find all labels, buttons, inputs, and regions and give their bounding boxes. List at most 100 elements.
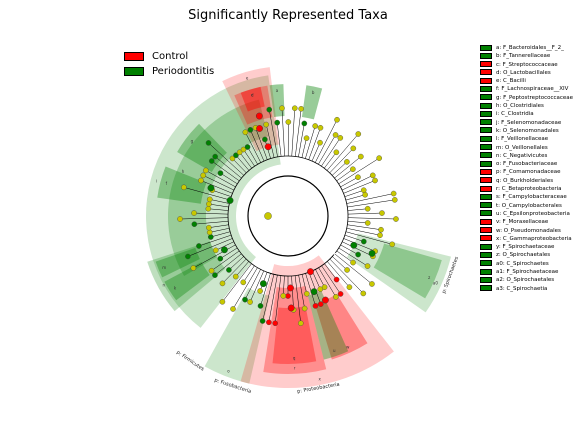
branch (338, 247, 368, 267)
leaf-node (205, 205, 212, 212)
taxa-legend-row: l: F_Veillonellaceae (480, 135, 573, 143)
clade-shade-r (263, 285, 327, 374)
clade-shade-i (146, 75, 281, 328)
leaf-node (332, 132, 339, 138)
leaf-node (333, 294, 339, 300)
taxa-legend-label: a2: O_Spirochaetales (496, 277, 555, 284)
leaf-node (247, 127, 254, 133)
branch (214, 253, 242, 276)
taxa-legend-label: v: F_Moraxellaceae (496, 219, 549, 226)
clade-shade-g (177, 123, 227, 172)
taxa-legend-row: p: F_Comamonadaceae (480, 168, 573, 176)
clade-shade-u (307, 290, 349, 360)
branch (180, 217, 229, 220)
leaf-node (344, 159, 350, 165)
leaf-node (364, 220, 371, 226)
leaf-node (181, 184, 187, 191)
branch (210, 231, 231, 238)
leaf-node (229, 155, 236, 162)
taxa-legend-swatch (480, 77, 492, 84)
taxa-legend-swatch (480, 185, 492, 192)
branch (243, 265, 255, 283)
taxa-legend-label: d: O_Lactobacillales (496, 69, 551, 76)
taxa-legend-swatch (480, 260, 492, 267)
control-swatch (124, 51, 144, 61)
branch (208, 203, 229, 208)
branch (346, 193, 394, 204)
taxa-legend-row: i: C_Clostridia (480, 110, 573, 118)
branch (244, 269, 261, 300)
leaf-node (393, 216, 399, 222)
clade-letter-a0: a0 (433, 281, 438, 286)
leaf-node (206, 224, 212, 231)
leaf-node (212, 272, 218, 278)
branch (245, 132, 261, 163)
taxa-legend-swatch (480, 119, 492, 126)
taxon-node-z (368, 250, 376, 257)
taxon-node-h (207, 184, 215, 192)
branch (334, 156, 362, 179)
taxa-legend-swatch (480, 102, 492, 109)
branch (265, 124, 275, 158)
branch (209, 228, 230, 233)
taxon-node-c (255, 112, 263, 120)
phylum-label-0: p: Firmicutes (175, 350, 205, 373)
branch (211, 250, 240, 271)
taxa-legend-row: y: F_Spirochaetaceae (480, 243, 573, 251)
taxa-legend-label: k: O_Selenomonadales (496, 127, 559, 134)
branch (311, 270, 321, 290)
branch (268, 109, 278, 157)
legend-control-label: Control (152, 51, 189, 62)
taxa-legend-label: a0: C_Spirochaetes (496, 260, 549, 267)
leaf-node (233, 152, 239, 159)
branch (347, 208, 368, 211)
taxa-legend-row: a1: F_Spirochaetaceae (480, 268, 573, 276)
taxa-legend-label: c: F_Streptococcaceae (496, 61, 558, 68)
leaf-node (207, 234, 214, 240)
taxa-legend-row: o: F_Fusobacteriaceae (480, 160, 573, 168)
branch (347, 212, 382, 215)
taxa-legend-swatch (480, 235, 492, 242)
leaf-node (360, 290, 367, 297)
branch (295, 108, 302, 157)
clade-letter-n: n (163, 282, 166, 287)
branch (334, 253, 373, 285)
taxa-legend-row: a3: C_Spirochaetia (480, 285, 573, 293)
branch (222, 263, 252, 302)
branch (301, 274, 308, 294)
branch (205, 170, 236, 188)
taxa-legend-label: s: F_Campylobacteraceae (496, 194, 567, 201)
phylum-arc-0 (227, 155, 286, 276)
branch (194, 212, 229, 215)
root-ring (247, 175, 329, 257)
clade-shade-n (147, 241, 226, 312)
leaf-node (346, 284, 353, 290)
taxon-node-u (310, 288, 318, 296)
branch (347, 199, 395, 208)
leaf-node (198, 177, 204, 184)
taxa-legend-row: e: C_Bacilli (480, 77, 573, 85)
leaf-node (280, 293, 287, 299)
branch (228, 256, 244, 271)
branch (212, 189, 232, 197)
taxa-legend-label: u: C_Epsilonproteobacteria (496, 210, 570, 217)
clade-shade-b (301, 85, 323, 120)
branch (346, 228, 381, 236)
clade-shade-f (157, 166, 207, 204)
clade-letter-g: g (191, 138, 194, 143)
taxa-legend-swatch (480, 168, 492, 175)
branch (318, 134, 336, 165)
leaf-node (317, 139, 323, 146)
taxon-node-r (287, 284, 294, 292)
branch (305, 125, 316, 159)
leaf-node (391, 197, 398, 203)
taxon-node-x (307, 268, 314, 276)
leaf-node (206, 201, 212, 207)
branch (232, 158, 247, 174)
taxa-legend-row: x: C_Gammaproteobacteria (480, 235, 573, 243)
clade-shade-w (314, 294, 368, 360)
clade-letter-d: d (251, 93, 254, 98)
leaf-node (206, 229, 213, 236)
clade-letter-h: h (182, 169, 185, 174)
